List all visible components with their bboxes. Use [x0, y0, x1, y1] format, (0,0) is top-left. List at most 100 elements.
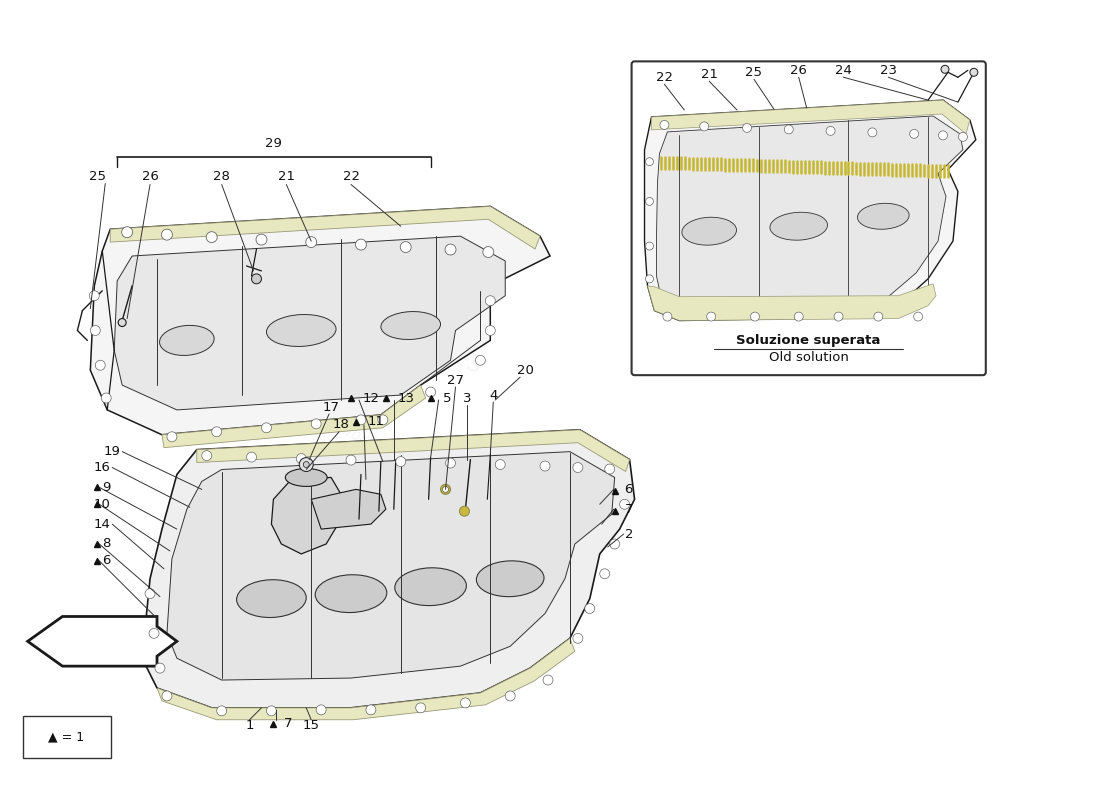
Text: 19: 19	[103, 445, 120, 458]
Text: 25: 25	[746, 66, 762, 78]
Text: 6: 6	[102, 554, 110, 567]
Ellipse shape	[682, 218, 737, 245]
Text: eurospares: eurospares	[351, 500, 486, 586]
Text: 22: 22	[656, 70, 673, 84]
Circle shape	[256, 234, 267, 245]
Circle shape	[540, 461, 550, 471]
Circle shape	[794, 312, 803, 321]
Circle shape	[505, 691, 515, 701]
Circle shape	[573, 462, 583, 473]
Polygon shape	[162, 385, 426, 448]
Circle shape	[784, 125, 793, 134]
Polygon shape	[28, 617, 177, 666]
Ellipse shape	[266, 314, 336, 346]
Text: ▲ = 1: ▲ = 1	[48, 730, 85, 743]
Circle shape	[396, 457, 406, 466]
Text: 1: 1	[245, 719, 254, 732]
Circle shape	[426, 387, 436, 397]
Text: 4: 4	[490, 389, 497, 402]
Circle shape	[145, 589, 155, 598]
Circle shape	[873, 312, 883, 321]
Text: 13: 13	[398, 391, 415, 405]
Circle shape	[316, 705, 326, 714]
Polygon shape	[651, 100, 970, 134]
Circle shape	[543, 675, 553, 685]
Circle shape	[355, 239, 366, 250]
Circle shape	[346, 455, 356, 465]
Circle shape	[826, 126, 835, 135]
Circle shape	[167, 432, 177, 442]
Circle shape	[485, 326, 495, 335]
Text: 7: 7	[625, 502, 634, 516]
Text: 21: 21	[278, 170, 295, 183]
Circle shape	[609, 539, 619, 549]
Circle shape	[118, 318, 127, 326]
Circle shape	[206, 232, 217, 242]
Circle shape	[700, 122, 708, 131]
Circle shape	[446, 458, 455, 468]
Text: 8: 8	[102, 538, 110, 550]
Circle shape	[600, 569, 609, 578]
Circle shape	[483, 246, 494, 258]
Circle shape	[162, 691, 172, 701]
Circle shape	[311, 419, 321, 429]
Circle shape	[663, 312, 672, 321]
Circle shape	[970, 68, 978, 76]
Polygon shape	[272, 478, 341, 554]
Circle shape	[646, 275, 653, 283]
Text: 22: 22	[342, 170, 360, 183]
Polygon shape	[114, 236, 505, 410]
Circle shape	[148, 629, 159, 638]
Text: 9: 9	[102, 481, 110, 494]
Circle shape	[573, 634, 583, 643]
Text: 3: 3	[463, 391, 472, 405]
Circle shape	[446, 244, 456, 255]
Text: 29: 29	[265, 138, 282, 150]
Text: 2: 2	[625, 527, 634, 541]
Circle shape	[660, 121, 669, 130]
Circle shape	[441, 485, 451, 494]
Circle shape	[940, 66, 949, 74]
Circle shape	[262, 423, 272, 433]
Circle shape	[246, 452, 256, 462]
Circle shape	[400, 242, 411, 253]
Circle shape	[868, 128, 877, 137]
Circle shape	[252, 274, 262, 284]
Text: eurospares: eurospares	[351, 293, 486, 380]
Circle shape	[356, 415, 366, 425]
Ellipse shape	[236, 580, 306, 618]
Circle shape	[460, 506, 470, 516]
Circle shape	[366, 705, 376, 714]
Polygon shape	[197, 430, 629, 471]
FancyBboxPatch shape	[631, 62, 986, 375]
Circle shape	[834, 312, 843, 321]
Text: 15: 15	[302, 719, 320, 732]
Ellipse shape	[160, 326, 215, 355]
Circle shape	[910, 130, 918, 138]
Circle shape	[495, 459, 505, 470]
Text: 18: 18	[332, 418, 350, 431]
Text: 26: 26	[142, 170, 158, 183]
Circle shape	[706, 312, 716, 321]
Circle shape	[266, 706, 276, 716]
Circle shape	[89, 290, 99, 301]
Text: 11: 11	[367, 415, 385, 428]
Circle shape	[475, 355, 485, 366]
Circle shape	[605, 464, 615, 474]
Text: 26: 26	[790, 64, 807, 77]
Circle shape	[96, 360, 106, 370]
Ellipse shape	[316, 574, 387, 613]
Text: 12: 12	[363, 391, 379, 405]
Text: a passion for cars since...: a passion for cars since...	[275, 387, 453, 492]
FancyBboxPatch shape	[23, 716, 111, 758]
Circle shape	[217, 706, 227, 716]
Circle shape	[485, 296, 495, 306]
Circle shape	[304, 462, 309, 467]
Text: 5: 5	[442, 391, 451, 405]
Circle shape	[90, 326, 100, 335]
Text: 25: 25	[89, 170, 106, 183]
Circle shape	[155, 663, 165, 673]
Circle shape	[299, 458, 314, 471]
Polygon shape	[90, 206, 550, 434]
Circle shape	[646, 158, 653, 166]
